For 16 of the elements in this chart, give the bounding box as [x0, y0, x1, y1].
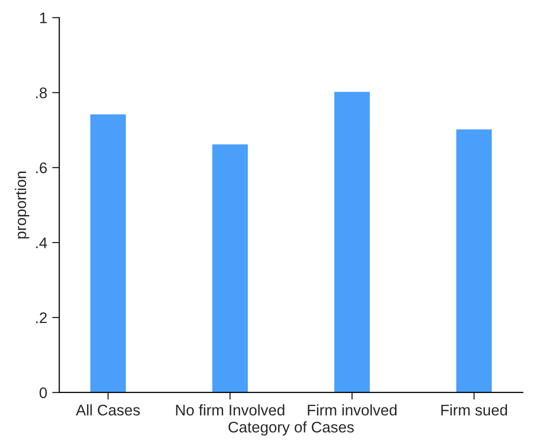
- y-tick-label: .4: [36, 238, 48, 248]
- bar: [90, 114, 126, 392]
- x-tick-label: No firm Involved: [176, 404, 284, 416]
- x-tick-label: Firm sued: [441, 404, 508, 416]
- y-axis-title: proportion: [14, 172, 30, 238]
- x-tick-label: All Cases: [76, 404, 140, 416]
- bar: [334, 92, 370, 392]
- bar: [456, 129, 492, 392]
- y-tick-label: 1: [40, 12, 47, 24]
- x-axis-title: Category of Cases: [228, 421, 354, 436]
- y-tick-label: .2: [36, 312, 47, 324]
- x-tick-label: Firm involved: [308, 404, 396, 416]
- y-tick-label: .6: [36, 162, 47, 174]
- y-tick-label: 0: [40, 387, 47, 398]
- bar: [212, 144, 248, 392]
- y-tick-label: .8: [36, 87, 47, 98]
